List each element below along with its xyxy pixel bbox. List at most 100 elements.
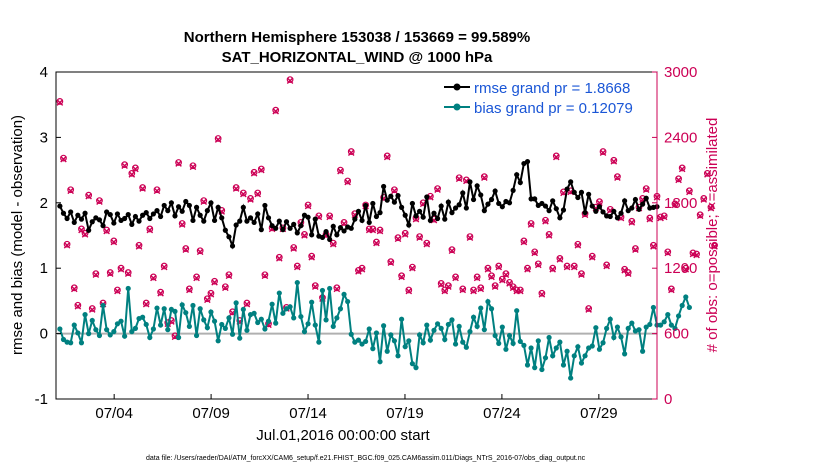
rmse-point (240, 204, 246, 210)
obs-assimilated-marker (311, 283, 319, 291)
bias-point (571, 353, 577, 359)
rmse-point (208, 200, 214, 206)
bias-point (316, 339, 322, 345)
obs-possible-marker (153, 186, 161, 194)
obs-possible-marker (257, 165, 265, 173)
rmse-point (452, 205, 459, 211)
bias-point (510, 340, 516, 347)
obs-assimilated-marker (308, 254, 315, 261)
legend-box (439, 76, 654, 118)
obs-possible-marker (678, 164, 686, 172)
obs-assimilated-marker (668, 286, 675, 294)
rmse-point (237, 218, 243, 224)
rmse-point (75, 212, 81, 218)
rmse-point (456, 202, 462, 208)
obs-possible-marker (502, 270, 510, 278)
rmse-point (373, 213, 380, 220)
rmse-point (255, 211, 261, 217)
obs-assimilated-marker (124, 270, 132, 277)
bias-point (535, 338, 541, 344)
obs-possible-marker (247, 195, 254, 202)
obs-possible-marker (416, 233, 423, 240)
bias-point (672, 325, 678, 331)
obs-assimilated-marker (106, 270, 114, 277)
obs-assimilated-marker (434, 186, 441, 194)
obs-possible-marker (340, 219, 348, 226)
rmse-point (273, 225, 279, 231)
bias-point (359, 341, 365, 347)
bias-point (301, 329, 308, 335)
rmse-point (399, 204, 405, 210)
rmse-point (247, 215, 254, 221)
rmse-point (449, 210, 455, 216)
obs-possible-marker (232, 184, 240, 191)
bias-point (524, 362, 531, 368)
obs-assimilated-marker (531, 249, 538, 257)
rmse-point (359, 217, 365, 224)
obs-assimilated-marker (207, 291, 215, 298)
bias-point (413, 365, 419, 371)
obs-assimilated-marker (103, 227, 110, 235)
rmse-series (57, 158, 660, 250)
bias-point (499, 324, 505, 330)
obs-possible-marker (624, 269, 632, 276)
bias-point (244, 327, 250, 333)
obs-assimilated-marker (445, 283, 452, 291)
obs-assimilated-marker (261, 272, 269, 280)
obs-assimilated-marker (628, 219, 636, 226)
obs-possible-marker (700, 195, 708, 202)
obs-possible-marker (542, 216, 549, 224)
bias-point (514, 308, 520, 314)
x-axis-tick-label: 07/14 (289, 405, 327, 422)
obs-possible-marker (110, 237, 118, 245)
rmse-point (420, 214, 426, 220)
left-axis-tick-label: 3 (40, 129, 48, 146)
rmse-point (82, 210, 88, 216)
rmse-point (506, 200, 513, 206)
obs-assimilated-marker (574, 242, 582, 249)
obs-possible-marker (614, 173, 621, 181)
obs-possible-marker (106, 269, 114, 276)
rmse-point (190, 217, 196, 224)
obs-assimilated-marker (585, 306, 592, 313)
bias-point (485, 298, 491, 305)
obs-assimilated-marker (448, 247, 456, 255)
obs-assimilated-marker (290, 245, 297, 252)
rmse-point (366, 219, 372, 226)
bias-point (82, 312, 88, 318)
obs-possible-marker (383, 152, 391, 160)
rmse-point (136, 218, 142, 224)
obs-possible-marker (333, 284, 341, 292)
bias-point (154, 305, 160, 311)
bias-point (262, 326, 268, 332)
rmse-point (193, 204, 200, 210)
bias-point (575, 344, 581, 350)
bias-point (460, 339, 466, 345)
bias-point (478, 305, 484, 311)
obs-assimilated-marker (409, 264, 416, 272)
obs-possible-marker (128, 169, 136, 177)
rmse-point (517, 179, 523, 186)
rmse-point (211, 217, 218, 224)
rmse-point (330, 223, 336, 229)
bias-point (442, 336, 448, 343)
rmse-point (276, 218, 282, 224)
obs-assimilated-marker (337, 167, 344, 175)
obs-possible-marker (243, 299, 251, 307)
obs-assimilated-marker (189, 163, 197, 171)
bias-point (589, 343, 595, 349)
rmse-point (161, 202, 167, 209)
obs-possible-marker (441, 286, 449, 294)
obs-assimilated-marker (686, 188, 693, 196)
obs-assimilated-marker (394, 235, 402, 243)
rmse-point (215, 204, 221, 210)
obs-possible-marker (189, 162, 197, 170)
obs-possible-marker (563, 262, 571, 270)
obs-assimilated-marker (81, 231, 89, 238)
bias-point (111, 329, 117, 335)
obs-possible-marker (491, 282, 499, 290)
obs-possible-marker (239, 189, 247, 197)
obs-assimilated-marker (556, 256, 564, 263)
obs-assimilated-marker (96, 198, 103, 206)
obs-possible-marker (315, 212, 323, 220)
